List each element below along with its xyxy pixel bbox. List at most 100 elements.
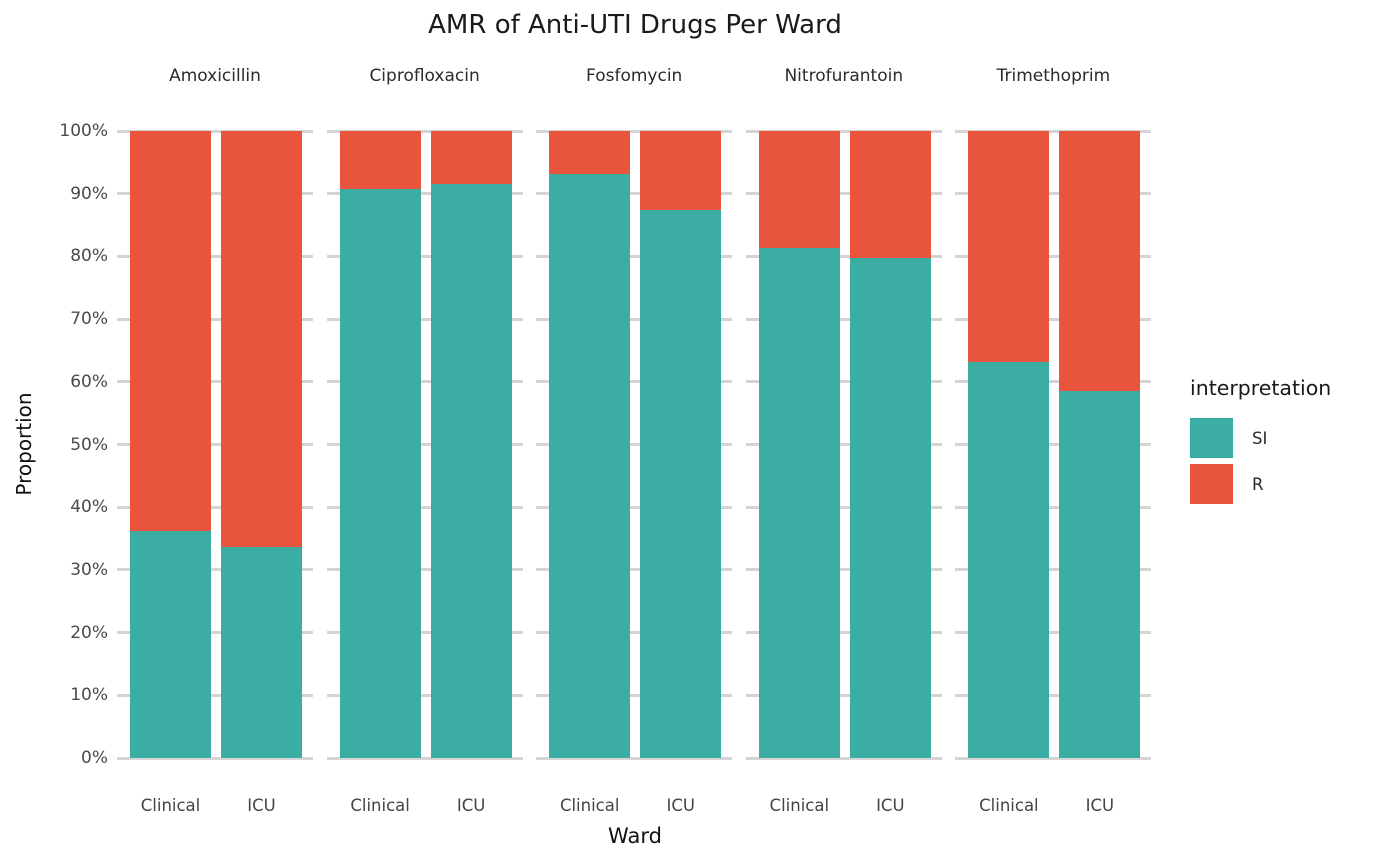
- gridline: [955, 756, 1152, 760]
- x-tick-label: ICU: [456, 796, 486, 815]
- gridline: [117, 443, 313, 446]
- gridline: [117, 254, 313, 258]
- stacked-bar: [849, 131, 931, 758]
- gridline: [326, 317, 523, 321]
- gridline: [536, 505, 733, 509]
- gridline: [536, 443, 733, 446]
- stacked-bar: [1059, 131, 1141, 758]
- gridline: [326, 254, 523, 258]
- gridline: [745, 693, 942, 697]
- x-tick-label: ICU: [666, 796, 695, 815]
- gridline: [326, 443, 523, 446]
- gridline: [326, 756, 523, 760]
- y-tick-label: 20%: [70, 622, 108, 643]
- bar-segment-r: [221, 131, 302, 548]
- gridline: [745, 505, 942, 509]
- bar-segment-si: [758, 247, 840, 758]
- x-tick-label: ICU: [1085, 796, 1115, 815]
- bar-segment-r: [1059, 131, 1141, 392]
- gridline: [536, 129, 733, 133]
- gridline: [745, 443, 942, 446]
- y-tick-label: 100%: [59, 121, 108, 141]
- gridline: [326, 505, 523, 509]
- gridline: [745, 254, 942, 258]
- bar-segment-r: [640, 131, 722, 211]
- bar-segment-r: [758, 131, 840, 248]
- bar-segment-si: [130, 531, 211, 758]
- gridline: [745, 568, 942, 572]
- gridline: [955, 568, 1152, 572]
- legend-swatch: [1190, 418, 1233, 458]
- x-tick-label: Clinical: [559, 796, 620, 815]
- stacked-bar: [968, 131, 1050, 758]
- facet-label: Ciprofloxacin: [369, 66, 480, 86]
- gridline: [955, 317, 1152, 321]
- gridline: [326, 380, 523, 384]
- y-tick-label: 40%: [70, 497, 108, 518]
- bar-segment-si: [968, 362, 1050, 758]
- stacked-bar: [130, 131, 211, 758]
- facet-panel: [955, 129, 1152, 760]
- gridline: [536, 631, 733, 635]
- legend: interpretation SI R: [1190, 376, 1390, 510]
- gridline: [117, 380, 313, 384]
- gridline: [955, 192, 1152, 196]
- facet-label: Amoxicillin: [169, 66, 261, 86]
- gridline: [117, 756, 313, 760]
- y-tick-label: 90%: [70, 183, 108, 204]
- x-tick-label: Clinical: [140, 796, 201, 815]
- gridline: [117, 693, 313, 697]
- gridline: [536, 380, 733, 384]
- gridline: [117, 317, 313, 321]
- gridline: [955, 693, 1152, 697]
- gridline: [745, 756, 942, 760]
- gridline: [955, 631, 1152, 635]
- bar-segment-r: [430, 131, 512, 184]
- bar-segment-si: [849, 258, 931, 758]
- gridline: [117, 505, 313, 509]
- x-tick-label: Clinical: [769, 796, 830, 815]
- legend-item: R: [1190, 464, 1390, 504]
- facet-panel: [326, 129, 523, 760]
- stacked-bar: [549, 131, 631, 758]
- bar-segment-si: [430, 183, 512, 758]
- gridline: [536, 693, 733, 697]
- legend-item-label: R: [1252, 474, 1264, 494]
- facet-panel: [745, 129, 942, 760]
- gridline: [117, 568, 313, 572]
- facet-label: Trimethoprim: [996, 66, 1111, 86]
- y-tick-label: 10%: [70, 685, 108, 706]
- bar-segment-si: [339, 188, 421, 758]
- gridline: [326, 693, 523, 697]
- gridline: [326, 568, 523, 572]
- x-tick-label: ICU: [876, 796, 905, 815]
- stacked-bar: [640, 131, 722, 758]
- stacked-bar: [339, 131, 421, 758]
- y-tick-label: 80%: [70, 246, 108, 267]
- chart-title: AMR of Anti-UTI Drugs Per Ward: [428, 10, 842, 40]
- legend-title: interpretation: [1190, 376, 1332, 400]
- gridline: [745, 380, 942, 384]
- x-tick-label: ICU: [247, 796, 276, 815]
- gridline: [955, 254, 1152, 258]
- gridline: [536, 192, 733, 196]
- gridline: [745, 317, 942, 321]
- facet-panel: [117, 129, 313, 760]
- gridline: [955, 443, 1152, 446]
- y-tick-label: 70%: [70, 309, 108, 330]
- gridline: [117, 129, 313, 133]
- x-axis-title: Ward: [608, 824, 662, 848]
- gridline: [536, 756, 733, 760]
- x-tick-label: Clinical: [350, 796, 410, 815]
- bar-segment-si: [221, 547, 302, 758]
- bar-segment-r: [549, 131, 631, 175]
- gridline: [955, 380, 1152, 384]
- bar-segment-si: [549, 174, 631, 758]
- bar-segment-r: [849, 131, 931, 259]
- gridline: [536, 317, 733, 321]
- facet-panel: [536, 129, 733, 760]
- facet-label: Fosfomycin: [586, 66, 683, 86]
- legend-swatch: [1190, 464, 1233, 504]
- y-tick-label: 30%: [70, 559, 108, 580]
- gridline: [955, 129, 1152, 133]
